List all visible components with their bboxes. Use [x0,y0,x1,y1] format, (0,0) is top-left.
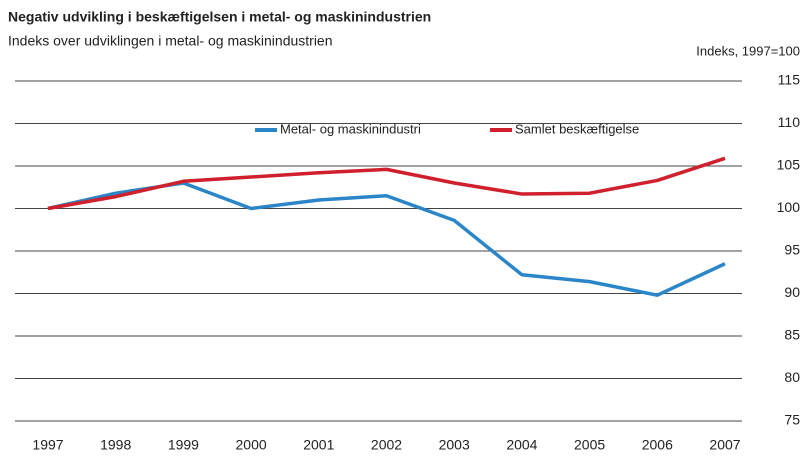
y-tick-label: 110 [778,114,801,130]
x-tick-label: 2001 [303,437,334,453]
x-tick-label: 2003 [439,437,470,453]
x-tick-label: 2000 [236,437,267,453]
y-tick-label: 100 [777,199,801,215]
y-tick-label: 80 [784,369,800,385]
chart-subtitle: Indeks over udviklingen i metal- og mask… [8,33,333,49]
chart-title: Negativ udvikling i beskæftigelsen i met… [8,9,431,25]
y-tick-label: 90 [784,284,800,300]
x-tick-label: 1997 [32,437,63,453]
y-tick-label: 85 [784,327,800,343]
x-tick-label: 2007 [709,437,740,453]
x-tick-label: 2005 [574,437,605,453]
y-tick-label: 105 [777,157,801,173]
y-tick-label: 115 [778,72,801,88]
x-tick-label: 2002 [371,437,402,453]
x-tick-label: 2004 [506,437,537,453]
x-tick-label: 1998 [100,437,131,453]
x-tick-label: 1999 [168,437,199,453]
y-axis-label: Indeks, 1997=100 [696,43,800,58]
legend-label: Samlet beskæftigelse [515,121,639,136]
y-tick-label: 75 [784,412,800,428]
series-line [47,181,726,297]
x-tick-label: 2006 [642,437,673,453]
y-tick-label: 95 [784,242,800,258]
legend-label: Metal- og maskinindustri [280,121,421,136]
series-line [47,156,726,211]
